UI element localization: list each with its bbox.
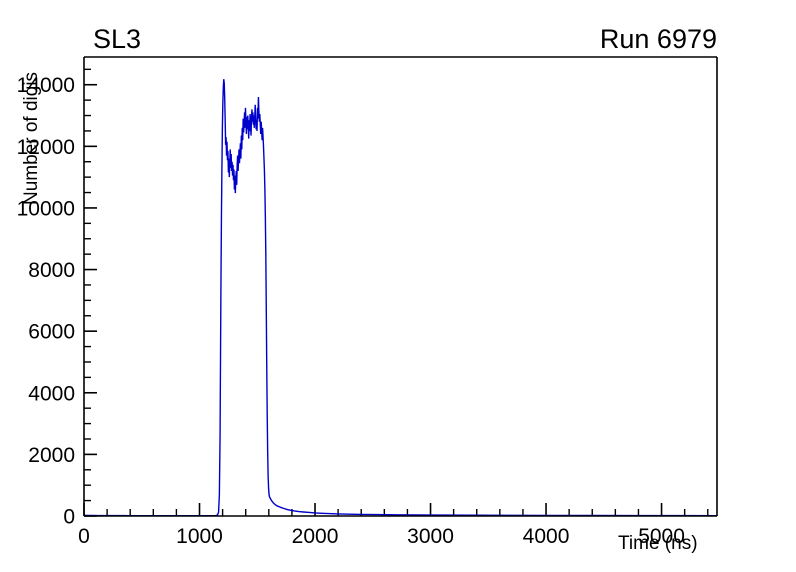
svg-text:0: 0 (63, 506, 75, 529)
svg-text:2000: 2000 (292, 525, 339, 548)
svg-text:6000: 6000 (28, 321, 75, 344)
svg-text:3000: 3000 (407, 525, 454, 548)
svg-text:8000: 8000 (28, 259, 75, 282)
svg-text:1000: 1000 (176, 525, 223, 548)
plot-frame (83, 56, 718, 517)
y-axis-tick-labels: 0 2000 4000 6000 8000 10000 12000 14000 (17, 74, 75, 528)
svg-text:4000: 4000 (523, 525, 570, 548)
svg-text:14000: 14000 (17, 74, 75, 97)
x-axis-minor-ticks (106, 509, 709, 516)
svg-text:5000: 5000 (638, 525, 685, 548)
plot-title-left: SL3 (93, 24, 142, 54)
svg-text:0: 0 (78, 525, 90, 548)
y-axis-minor-ticks (84, 68, 91, 502)
data-series-line (83, 79, 718, 517)
svg-text:2000: 2000 (28, 444, 75, 467)
svg-text:12000: 12000 (17, 136, 75, 159)
svg-text:4000: 4000 (28, 382, 75, 405)
plot-title-right: Run 6979 (599, 24, 717, 54)
x-axis-tick-labels: 0 1000 2000 3000 4000 5000 (78, 525, 685, 548)
x-axis-title: Time (ns) (618, 533, 698, 554)
svg-text:10000: 10000 (17, 197, 75, 220)
y-axis-title: Number of digis (21, 71, 42, 205)
